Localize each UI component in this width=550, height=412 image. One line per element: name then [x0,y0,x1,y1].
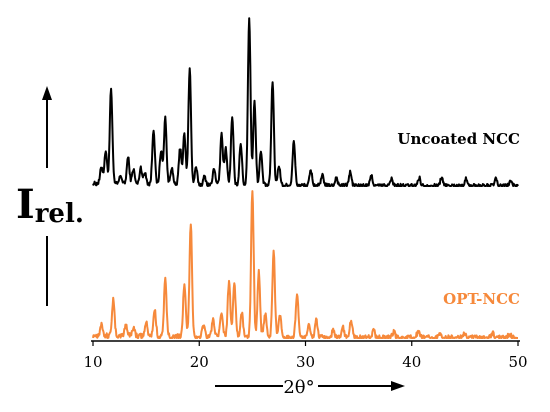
x-axis-label: 2θ° [283,377,314,398]
y-axis-arrowhead-icon [42,86,52,100]
opt-ncc-line [92,190,519,339]
y-axis-label-sub: rel. [35,199,84,229]
y-axis-label: Irel. [16,181,84,229]
x-label-right-arrowhead-icon [391,381,405,391]
uncoated-ncc-line [92,17,519,187]
x-axis-ticks: 10 20 30 40 50 [83,341,528,371]
uncoated-ncc-label: Uncoated NCC [397,130,520,148]
x-tick-label-20: 20 [190,353,209,371]
x-tick-label-50: 50 [508,353,527,371]
x-tick-label-10: 10 [83,353,102,371]
x-tick-label-40: 40 [402,353,421,371]
x-tick-label-30: 30 [296,353,315,371]
y-axis-label-main: I [16,181,35,228]
opt-ncc-label: OPT-NCC [443,290,520,308]
